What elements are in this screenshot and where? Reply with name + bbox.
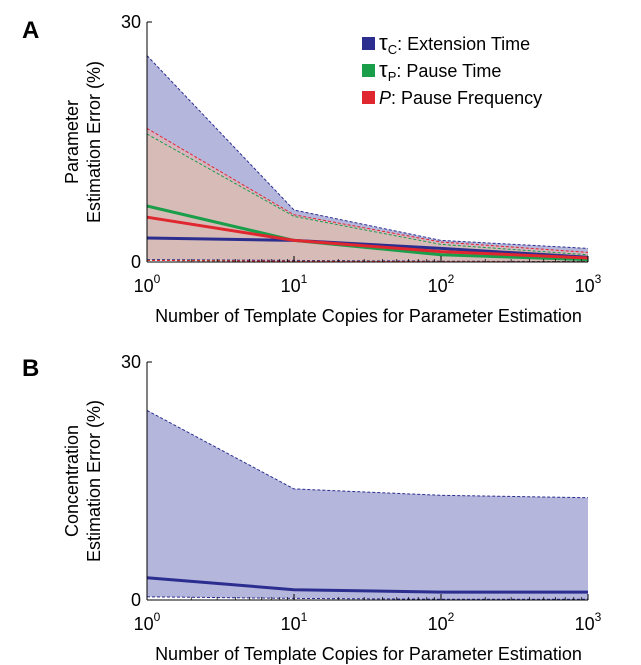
panel-b: B 0 30 100 101 102 103 Number of Template Copie… bbox=[22, 352, 602, 664]
x-tick-label: 100 bbox=[134, 610, 161, 634]
y-tick-label: 0 bbox=[131, 252, 141, 272]
panel-letter: B bbox=[22, 355, 39, 382]
x-tick-label: 102 bbox=[428, 272, 455, 296]
y-tick-label: 0 bbox=[131, 590, 141, 610]
y-axis-label-line-2: Estimation Error (%) bbox=[84, 61, 104, 223]
band-series-2 bbox=[147, 128, 588, 262]
x-tick-label: 103 bbox=[575, 272, 602, 296]
y-tick-label: 30 bbox=[121, 352, 141, 372]
x-tick-label: 102 bbox=[428, 610, 455, 634]
legend-swatch-series-1 bbox=[362, 64, 375, 77]
x-tick-label: 103 bbox=[575, 610, 602, 634]
band-lower-edge-series-0 bbox=[146, 596, 588, 600]
band-upper-edge-series-1 bbox=[146, 133, 589, 256]
panel-letter: A bbox=[22, 17, 39, 44]
band-upper-edge-series-0 bbox=[146, 55, 589, 249]
legend-swatch-series-2 bbox=[362, 91, 375, 104]
mean-line-series-0 bbox=[146, 576, 588, 594]
x-axis-label: Number of Template Copies for Parameter … bbox=[155, 306, 582, 326]
mean-line-series-1 bbox=[146, 204, 589, 262]
y-tick-label: 30 bbox=[121, 12, 141, 32]
legend-entry-series-1: τP: Pause Time bbox=[379, 57, 501, 84]
y-axis-label-line-2: Estimation Error (%) bbox=[84, 400, 104, 562]
y-axis-label-line-1: Parameter bbox=[62, 100, 82, 184]
y-axis-label-line-1: Concentration bbox=[62, 425, 82, 537]
mean-line-series-0 bbox=[146, 236, 589, 259]
x-tick-label: 101 bbox=[281, 610, 308, 634]
legend-swatch-series-0 bbox=[362, 37, 375, 50]
legend-entry-series-2: P: Pause Frequency bbox=[379, 88, 542, 108]
legend-entry-series-0: τC: Extension Time bbox=[379, 30, 530, 57]
panel-a: A 0 30 100 101 102 103 Number of Template Copie… bbox=[22, 12, 602, 326]
band-series-0 bbox=[147, 410, 588, 600]
x-tick-label: 100 bbox=[134, 272, 161, 296]
mean-line-series-2 bbox=[146, 215, 589, 260]
x-axis-label: Number of Template Copies for Parameter … bbox=[155, 644, 582, 664]
band-upper-edge-series-2 bbox=[146, 127, 589, 253]
band-upper-edge-series-0 bbox=[146, 409, 589, 499]
x-tick-label: 101 bbox=[281, 272, 308, 296]
